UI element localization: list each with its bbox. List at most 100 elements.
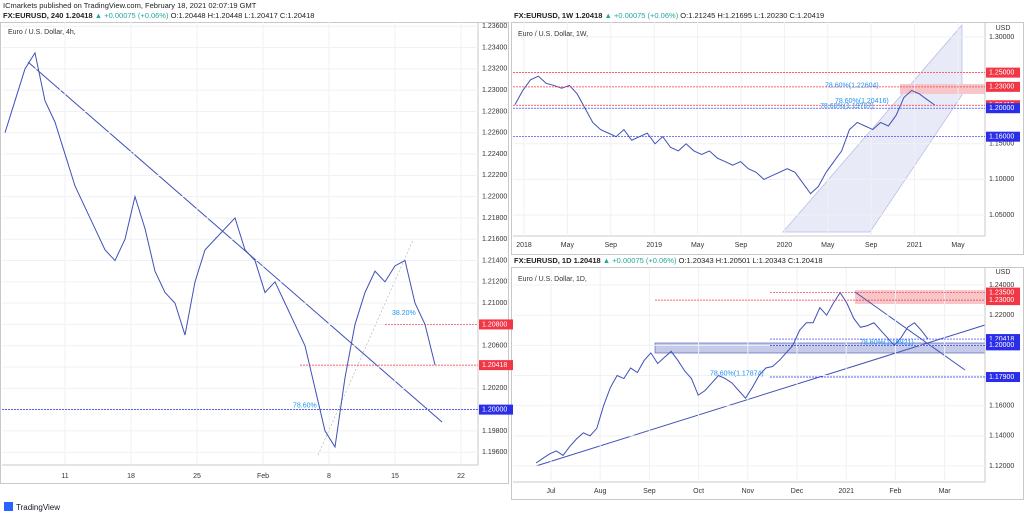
y-tick-label: 1.30000 (989, 34, 1014, 41)
x-tick-label: May (951, 242, 965, 249)
channel (782, 24, 963, 233)
x-tick-label: Sep (735, 242, 748, 249)
y-tick-label: 1.23600 (482, 23, 507, 30)
x-tick-label: 2018 (516, 242, 532, 249)
y-tick-label: 1.23400 (482, 44, 507, 51)
level-label: 1.16000 (989, 134, 1014, 141)
x-tick-label: Sep (643, 488, 656, 495)
level-label-box (986, 81, 1020, 92)
y-tick-label: 1.22600 (482, 130, 507, 137)
price-line (4, 51, 436, 449)
y-tick-label: 1.21800 (482, 215, 507, 222)
level-label-box (479, 319, 513, 330)
ohlc: O:1.20343 H:1.20501 L:1.20343 C:1.20418 (678, 256, 823, 265)
symbol: FX:EURUSD, 240 1.20418 (3, 11, 93, 20)
fib-label: 38.20% (392, 310, 416, 317)
x-tick-label: Jul (547, 488, 556, 495)
y-tick-label: 1.19800 (482, 428, 507, 435)
level-label-box (986, 340, 1020, 351)
fib-label: 78.60%(1.22604) (825, 83, 879, 90)
y-tick-label: 1.21600 (482, 236, 507, 243)
x-tick-label: 2019 (646, 242, 662, 249)
ohlc: O:1.20448 H:1.20448 L:1.20417 C:1.20418 (170, 11, 315, 20)
symbol: FX:EURUSD, 1D 1.20418 (514, 256, 601, 265)
y-tick-label: 1.23200 (482, 66, 507, 73)
price-line (535, 291, 929, 464)
level-label: 1.20000 (989, 342, 1014, 349)
y-tick-label: 1.15000 (989, 141, 1014, 148)
y-tick-label: 1.20600 (482, 343, 507, 350)
level-label: 1.20000 (482, 406, 507, 413)
x-tick-label: Oct (693, 488, 704, 495)
fib-label: 78.60%(1.19707) (820, 103, 874, 110)
x-tick-label: 2020 (777, 242, 793, 249)
x-tick-label: Mar (939, 488, 952, 495)
level-label: 1.23000 (989, 297, 1014, 304)
y-tick-label: 1.21000 (482, 300, 507, 307)
trend-line (854, 291, 966, 371)
change: ▲ +0.00075 (+0.06%) (94, 11, 169, 20)
y-tick-label: 1.19600 (482, 449, 507, 456)
currency: USD (996, 269, 1011, 276)
x-tick-label: 11 (61, 473, 68, 480)
header: FX:EURUSD, 1D 1.20418 ▲ +0.00075 (+0.06%… (514, 256, 823, 265)
trend-line (535, 324, 986, 467)
trend-line (27, 61, 443, 423)
level-label: 1.17900 (989, 374, 1014, 381)
level-label: 1.20000 (989, 105, 1014, 112)
x-tick-label: 18 (127, 473, 135, 480)
x-tick-label: Dec (791, 488, 804, 495)
logo (4, 502, 13, 511)
level-label: 1.25000 (989, 69, 1014, 76)
x-tick-label: 8 (327, 473, 331, 480)
x-tick-label: 25 (193, 473, 201, 480)
y-tick-label: 1.10000 (989, 176, 1014, 183)
x-tick-label: May (561, 242, 575, 249)
y-tick-label: 1.05000 (989, 212, 1014, 219)
fib-label: 78.60%(1.17874) (710, 370, 764, 377)
x-tick-label: 15 (391, 473, 399, 480)
header: FX:EURUSD, 240 1.20418 ▲ +0.00075 (+0.06… (3, 11, 314, 20)
y-tick-label: 1.22000 (989, 312, 1014, 319)
y-tick-label: 1.22800 (482, 108, 507, 115)
y-tick-label: 1.12000 (989, 463, 1014, 470)
x-tick-label: 2021 (907, 242, 923, 249)
fib-label: 78.60% (293, 402, 317, 409)
level-label: 1.23000 (989, 84, 1014, 91)
y-tick-label: 1.21400 (482, 257, 507, 264)
y-tick-label: 1.24000 (989, 282, 1014, 289)
level-label: 1.20418 (482, 362, 507, 369)
change: ▲ +0.00075 (+0.06%) (604, 11, 679, 20)
x-tick-label: Aug (594, 488, 607, 495)
y-tick-label: 1.22400 (482, 151, 507, 158)
level-label-box (479, 360, 513, 371)
chart-subtitle: Euro / U.S. Dollar, 1W, (518, 31, 588, 38)
change: ▲ +0.00075 (+0.06%) (602, 256, 677, 265)
resistance-zone (855, 290, 985, 304)
fib-line (317, 239, 414, 456)
symbol: FX:EURUSD, 1W 1.20418 (514, 11, 603, 20)
support-zone (654, 342, 986, 354)
x-tick-label: 2021 (838, 488, 854, 495)
level-label-box (986, 131, 1020, 142)
y-tick-label: 1.16000 (989, 403, 1014, 410)
x-tick-label: Sep (865, 242, 878, 249)
footer: TradingView (16, 503, 61, 512)
resistance-zone (900, 84, 985, 94)
level-label-box (986, 67, 1020, 78)
fib-label: 78.60%(1.20416) (835, 98, 889, 105)
ohlc: O:1.21245 H:1.21695 L:1.20230 C:1.20419 (680, 11, 825, 20)
x-tick-label: Feb (257, 473, 269, 480)
x-tick-label: May (821, 242, 835, 249)
publisher: ICmarkets published on TradingView.com, … (3, 1, 257, 10)
level-label: 1.20418 (989, 336, 1014, 343)
level-label-box (986, 295, 1020, 306)
y-tick-label: 1.22000 (482, 193, 507, 200)
fib-label: 78.60%(1.19921) (860, 339, 914, 346)
y-tick-label: 1.21200 (482, 279, 507, 286)
header: FX:EURUSD, 1W 1.20418 ▲ +0.00075 (+0.06%… (514, 11, 824, 20)
level-label: 1.23500 (989, 289, 1014, 296)
level-label-box (986, 334, 1020, 345)
